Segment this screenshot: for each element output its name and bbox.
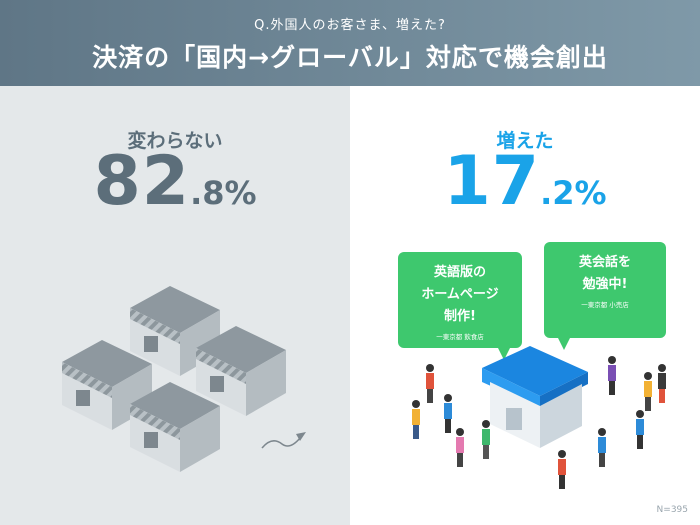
value-label-unchanged: 82.8%	[0, 148, 350, 216]
question-text: Q.外国人のお客さま、増えた?	[254, 18, 446, 33]
bubble-line: 勉強中!	[582, 277, 628, 292]
value-decimal-unchanged: .8%	[190, 174, 257, 212]
person-icon	[456, 428, 464, 467]
person-icon	[426, 364, 434, 403]
bubble-line: ホームページ	[421, 287, 499, 302]
bubble-line: 制作!	[444, 309, 476, 324]
value-integer-increased: 17	[443, 142, 541, 221]
person-icon	[412, 400, 420, 439]
unchanged-panel: 変わらない 82.8%	[0, 86, 350, 525]
person-icon	[558, 450, 566, 489]
category-label-unchanged: 変わらない	[127, 130, 223, 152]
person-icon	[644, 372, 652, 411]
bubble-line: 英会話を	[578, 255, 631, 270]
increased-panel: 増えた 17.2% 英語版の ホームページ 制作! 一東京都 飲食店 英会話を …	[350, 86, 700, 525]
header-banner: Q.外国人のお客さま、増えた? 決済の「国内→グローバル」対応で機会創出	[0, 0, 700, 86]
bubble-line: 英語版の	[433, 265, 486, 280]
store-icon	[482, 346, 588, 448]
speech-bubble-website: 英語版の ホームページ 制作! 一東京都 飲食店	[398, 252, 522, 360]
shop-icon-1	[130, 286, 220, 376]
person-icon	[444, 394, 452, 433]
person-icon	[636, 410, 644, 449]
bubble-source: 一東京都 飲食店	[436, 333, 484, 341]
shop-icon-2	[62, 340, 152, 430]
shop-icon-4	[130, 382, 220, 472]
person-icon	[658, 364, 666, 403]
shops-illustration	[62, 286, 306, 472]
shop-icon-3	[196, 326, 286, 416]
page-title: 決済の「国内→グローバル」対応で機会創出	[92, 43, 608, 72]
sample-size: N=395	[656, 505, 688, 515]
value-label-increased: 17.2%	[350, 148, 700, 216]
speech-bubble-english: 英会話を 勉強中! 一東京都 小売店	[544, 242, 666, 350]
value-decimal-increased: .2%	[540, 174, 607, 212]
bubble-source: 一東京都 小売店	[581, 301, 629, 309]
paper-plane-tip-icon	[296, 432, 306, 441]
category-label-increased: 増えた	[496, 130, 554, 152]
people-icons	[412, 356, 666, 489]
paper-plane-icon	[261, 437, 301, 449]
person-icon	[482, 420, 490, 459]
value-integer-unchanged: 82	[93, 142, 191, 221]
person-icon	[598, 428, 606, 467]
person-icon	[608, 356, 616, 395]
store-illustration	[412, 346, 666, 489]
